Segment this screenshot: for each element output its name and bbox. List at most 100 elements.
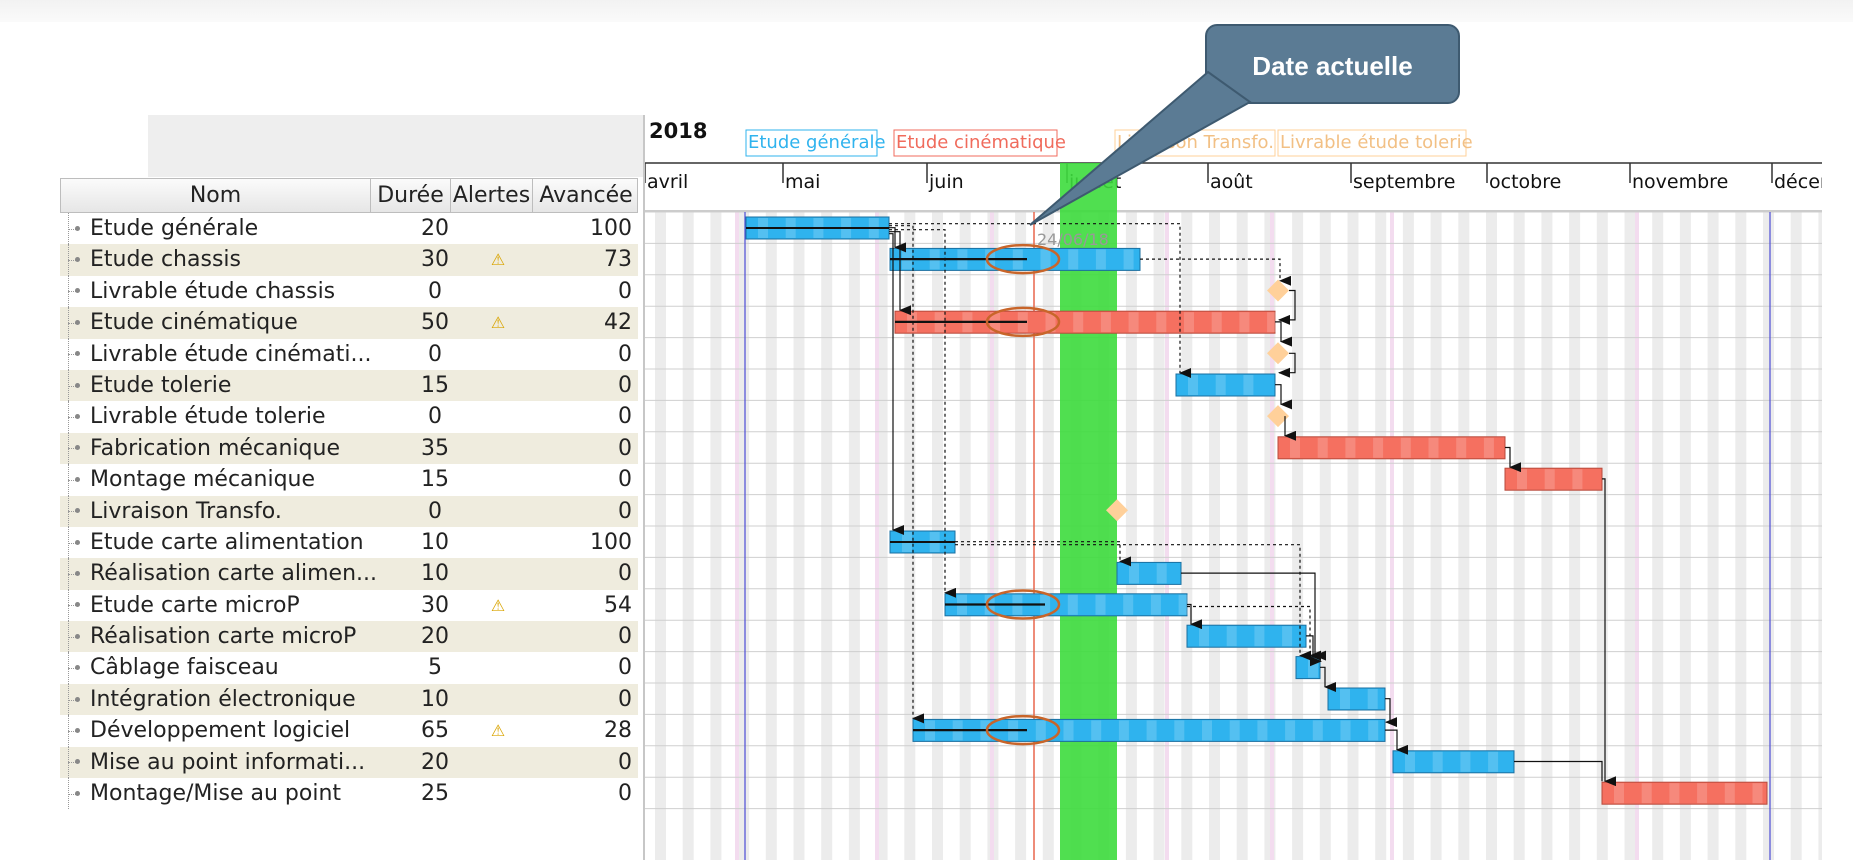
weekend-stripe xyxy=(1513,212,1525,860)
task-bar-weekend xyxy=(1156,563,1167,584)
weekend-stripe xyxy=(1679,212,1691,860)
table-row[interactable]: Etude générale 20 100 xyxy=(60,213,638,245)
task-progress: 0 xyxy=(618,435,632,461)
task-name: Livraison Transfo. xyxy=(90,498,282,524)
column-header-name[interactable]: Nom xyxy=(61,179,371,212)
task-bar-weekend xyxy=(1073,312,1084,333)
task-duration: 0 xyxy=(428,498,442,524)
dependency-arrow xyxy=(1602,478,1616,787)
table-row[interactable]: Développement logiciel 65 ⚠ 28 xyxy=(60,715,638,748)
table-row[interactable]: Etude tolerie 15 0 xyxy=(60,369,638,402)
column-header-progress[interactable]: Avancée xyxy=(539,183,633,208)
weekend-stripe xyxy=(1236,212,1248,860)
table-row[interactable]: Livrable étude cinémati... 0 0 xyxy=(60,338,638,371)
tree-connector xyxy=(60,621,82,653)
table-row[interactable]: Réalisation carte alimen... 10 0 xyxy=(60,558,638,591)
task-bar-weekend xyxy=(1100,312,1111,333)
task-duration: 35 xyxy=(421,435,449,461)
month-label: mai xyxy=(785,171,820,193)
table-row[interactable]: Etude carte microP 30 ⚠ 54 xyxy=(60,589,638,622)
task-bar-weekend xyxy=(1184,312,1194,333)
dependency-arrow xyxy=(1320,666,1336,692)
task-node-icon xyxy=(75,445,80,451)
weekend-stripe xyxy=(710,212,722,860)
task-node-icon xyxy=(75,476,80,482)
task-node-icon xyxy=(75,382,80,388)
task-bar-weekend xyxy=(1428,437,1439,458)
task-progress: 28 xyxy=(604,718,632,744)
task-duration: 20 xyxy=(421,624,449,650)
table-row[interactable]: Câblage faisceau 5 0 xyxy=(60,652,638,685)
task-duration: 20 xyxy=(421,216,449,241)
weekend-stripe xyxy=(655,212,666,860)
task-bar-weekend xyxy=(1697,783,1708,804)
task-node-icon xyxy=(75,759,80,765)
task-node-icon xyxy=(75,696,80,702)
task-bar-weekend xyxy=(1226,626,1237,647)
table-row[interactable]: Etude chassis 30 ⚠ 73 xyxy=(60,244,638,277)
dependency-arrow xyxy=(1278,352,1296,378)
milestone-label-box xyxy=(745,129,878,157)
task-bar-weekend xyxy=(1544,469,1555,490)
task-progress: 0 xyxy=(618,686,632,712)
splitter-handle[interactable] xyxy=(643,115,645,860)
task-progress: 0 xyxy=(618,278,632,304)
task-node-icon xyxy=(75,257,80,263)
table-row[interactable]: Montage mécanique 15 0 xyxy=(60,464,638,496)
task-duration: 20 xyxy=(421,749,449,775)
task-bar-weekend xyxy=(1095,249,1106,270)
task-bar-weekend xyxy=(1614,783,1624,804)
tree-connector xyxy=(60,338,82,371)
month-label: novembre xyxy=(1632,171,1728,193)
task-name: Câblage faisceau xyxy=(90,655,279,681)
tree-connector xyxy=(60,683,82,716)
weekend-stripe xyxy=(1735,212,1747,860)
task-bar xyxy=(1186,624,1307,648)
table-row[interactable]: Livraison Transfo. 0 0 xyxy=(60,495,638,528)
task-duration: 0 xyxy=(428,341,442,367)
task-node-icon xyxy=(75,570,80,576)
dependency-arrow xyxy=(889,225,924,724)
task-bar-weekend xyxy=(1432,751,1443,772)
table-row[interactable]: Réalisation carte microP 20 0 xyxy=(60,621,638,653)
dependency-arrow xyxy=(889,231,911,316)
table-row[interactable]: Etude carte alimentation 10 100 xyxy=(60,526,638,559)
column-header-alerts[interactable]: Alertes xyxy=(451,179,533,212)
weekend-stripe xyxy=(1652,212,1664,860)
column-header-duration[interactable]: Durée xyxy=(371,179,451,212)
task-node-icon xyxy=(75,727,80,733)
task-node-icon xyxy=(75,602,80,608)
progress-highlight-ellipse xyxy=(985,306,1061,338)
table-row[interactable]: Etude cinématique 50 ⚠ 42 xyxy=(60,307,638,339)
task-bar-weekend xyxy=(1456,437,1467,458)
task-bar-weekend xyxy=(1068,249,1079,270)
gantt-chart[interactable]: 2018avrilmaijuinjuilletaoûtseptembreocto… xyxy=(645,115,1822,860)
table-row[interactable]: Mise au point informati... 20 0 xyxy=(60,746,638,779)
dependency-arrow xyxy=(1306,635,1322,667)
milestone-label: Livraison Transfo. xyxy=(1117,132,1274,153)
weekend-stripe xyxy=(1458,212,1470,860)
table-row[interactable]: Fabrication mécanique 35 0 xyxy=(60,432,638,465)
task-bar-weekend xyxy=(1211,312,1222,333)
tree-connector xyxy=(60,369,82,402)
task-duration: 15 xyxy=(421,372,449,398)
milestone-label-box xyxy=(1277,129,1467,157)
weekend-stripe xyxy=(1264,212,1276,860)
task-name: Montage mécanique xyxy=(90,467,316,493)
table-row[interactable]: Montage/Mise au point 25 0 xyxy=(60,778,638,810)
table-row[interactable]: Livrable étude chassis 0 0 xyxy=(60,275,638,308)
table-row[interactable]: Livrable étude tolerie 0 0 xyxy=(60,401,638,434)
dependency-arrow xyxy=(955,541,1131,567)
task-bar-weekend xyxy=(1400,437,1411,458)
task-progress: 0 xyxy=(618,498,632,524)
task-bar-weekend xyxy=(1045,312,1056,333)
table-row[interactable]: Intégration électronique 10 0 xyxy=(60,683,638,716)
task-bar-weekend xyxy=(1752,783,1763,804)
weekend-stripe xyxy=(821,212,833,860)
task-duration: 10 xyxy=(421,561,449,587)
task-name: Livrable étude cinémati... xyxy=(90,341,372,367)
task-name: Développement logiciel xyxy=(90,718,351,744)
task-bar-weekend xyxy=(1290,437,1300,458)
dependency-arrow xyxy=(1385,729,1408,755)
holiday-stripe xyxy=(735,212,739,860)
